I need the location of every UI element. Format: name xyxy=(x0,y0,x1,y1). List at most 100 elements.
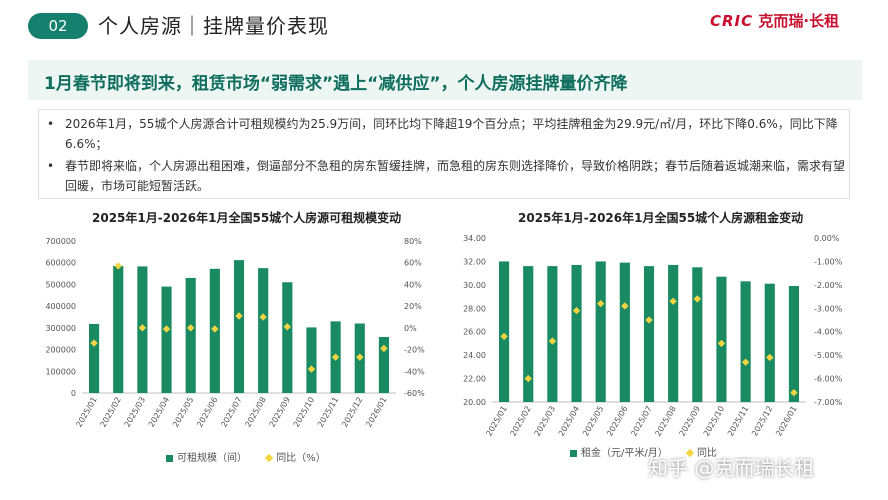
x-tick-label: 2025/04 xyxy=(557,405,581,438)
bar xyxy=(788,286,799,402)
x-tick-label: 2025/12 xyxy=(340,396,364,429)
page-title: 个人房源｜挂牌量价表现 xyxy=(98,14,329,38)
x-tick-label: 2025/09 xyxy=(268,396,292,429)
legend-point-swatch xyxy=(264,453,274,463)
yoy-point xyxy=(741,358,750,366)
x-tick-label: 2025/10 xyxy=(292,396,316,429)
bullet-item: • 春节即将来临，个人房源出租困难，倒逼部分不急租的房东暂缓挂牌，而急租的房东则… xyxy=(39,156,849,196)
bar xyxy=(185,277,196,393)
y-left-tick-label: 400000 xyxy=(45,302,76,311)
y-left-tick-label: 200000 xyxy=(45,346,76,355)
bullet-text: 2026年1月，55城个人房源合计可租规模约为25.9万间，同环比均下降超19个… xyxy=(65,117,838,151)
bar xyxy=(282,282,293,393)
y-left-tick-label: 22.00 xyxy=(463,375,486,384)
bullet-text: 春节即将来临，个人房源出租困难，倒逼部分不急租的房东暂缓挂牌，而急租的房东则选择… xyxy=(65,159,846,193)
bar xyxy=(764,283,775,402)
brand-logo: CRIC 克而瑞·长租 xyxy=(710,10,839,31)
y-left-tick-label: 24.00 xyxy=(463,351,486,360)
chart-1: 0 100000 200000 300000 400000 500000 600000 700… xyxy=(45,237,425,429)
bar xyxy=(547,266,558,402)
bar xyxy=(499,261,510,402)
x-tick-label: 2025/05 xyxy=(581,405,605,438)
y-left-tick-label: 500000 xyxy=(45,280,76,289)
legend-bar-label: 可租规模（间） xyxy=(177,453,247,464)
bar xyxy=(378,336,389,393)
x-tick-label: 2025/11 xyxy=(726,405,750,438)
x-tick-label: 2025/02 xyxy=(99,396,123,429)
y-left-tick-label: 32.00 xyxy=(463,257,486,266)
y-left-tick-label: 30.00 xyxy=(463,281,486,290)
y-right-tick-label: -3.00% xyxy=(814,304,843,313)
x-tick-label: 2026/01 xyxy=(364,396,388,429)
bar xyxy=(258,268,269,393)
yoy-point xyxy=(669,297,677,305)
y-right-tick-label: 0% xyxy=(404,324,417,333)
y-left-tick-label: 20.00 xyxy=(463,398,486,407)
bar xyxy=(692,267,703,402)
y-right-tick-label: -1.00% xyxy=(814,257,843,266)
y-left-tick-label: 300000 xyxy=(45,324,76,333)
y-right-tick-label: -7.00% xyxy=(814,398,843,407)
section-number-badge: 02 xyxy=(28,13,88,39)
bullet-item: • 2026年1月，55城个人房源合计可租规模约为25.9万间，同环比均下降超1… xyxy=(39,114,849,154)
y-right-tick-label: 20% xyxy=(404,302,422,311)
yoy-point xyxy=(331,353,340,361)
x-tick-label: 2025/10 xyxy=(702,405,726,438)
y-right-tick-label: -60% xyxy=(404,389,425,398)
y-right-tick-label: 80% xyxy=(404,237,422,246)
x-tick-label: 2025/01 xyxy=(484,405,508,438)
bar xyxy=(740,281,751,402)
x-tick-label: 2025/08 xyxy=(653,405,677,438)
x-tick-label: 2025/04 xyxy=(147,396,171,429)
x-tick-label: 2026/01 xyxy=(774,405,798,438)
bar xyxy=(233,260,245,393)
chart-2: 20.00 22.00 24.00 26.00 28.00 30.00 32.00 34.00… xyxy=(463,234,843,438)
y-left-tick-label: 600000 xyxy=(45,259,76,268)
yoy-point xyxy=(235,312,243,320)
bar xyxy=(523,266,534,402)
y-right-tick-label: -5.00% xyxy=(814,351,843,360)
x-tick-label: 2025/09 xyxy=(678,405,702,438)
chart-1-legend: 可租规模（间） 同比（%） xyxy=(166,449,326,464)
slide-subtitle: 1月春节即将到来，租赁市场“弱需求”遇上“减供应”，个人房源挂牌量价齐降 xyxy=(44,74,628,94)
y-right-tick-label: 40% xyxy=(404,280,422,289)
watermark: 知乎 @克而瑞长租 xyxy=(648,456,815,480)
chart-2-legend: 租金（元/平米/月） 同比 xyxy=(570,444,717,459)
x-tick-label: 2025/03 xyxy=(123,396,147,429)
legend-bar-label: 租金（元/平米/月） xyxy=(581,448,668,459)
x-tick-label: 2025/07 xyxy=(219,396,243,429)
summary-box: • 2026年1月，55城个人房源合计可租规模约为25.9万间，同环比均下降超1… xyxy=(38,109,850,199)
yoy-point xyxy=(138,324,147,332)
bar xyxy=(113,265,124,393)
bullet-dot: • xyxy=(47,117,55,131)
y-left-tick-label: 28.00 xyxy=(463,304,486,313)
bullet-dot: • xyxy=(47,159,55,173)
y-left-tick-label: 26.00 xyxy=(463,328,486,337)
legend-point-label: 同比 xyxy=(696,448,717,459)
y-left-tick-label: 700000 xyxy=(45,237,76,246)
x-tick-label: 2025/07 xyxy=(629,405,653,438)
y-left-tick-label: 34.00 xyxy=(463,234,486,243)
bar xyxy=(716,276,727,402)
y-right-tick-label: -4.00% xyxy=(814,328,843,337)
logo-en: CRIC xyxy=(710,12,754,30)
bar xyxy=(571,264,582,402)
chart-1-title: 2025年1月-2026年1月全国55城个人房源可租规模变动 xyxy=(92,211,402,225)
y-left-tick-label: 0 xyxy=(71,389,76,398)
x-tick-label: 2025/06 xyxy=(195,396,219,429)
x-tick-label: 2025/08 xyxy=(243,396,267,429)
bar xyxy=(643,266,655,402)
y-right-tick-label: -6.00% xyxy=(814,375,843,384)
y-left-tick-label: 100000 xyxy=(45,367,76,376)
subtitle-bar xyxy=(28,60,862,100)
yoy-point xyxy=(548,337,557,345)
y-right-tick-label: -40% xyxy=(404,367,425,376)
x-tick-label: 2025/11 xyxy=(316,396,340,429)
y-right-tick-label: -2.00% xyxy=(814,281,843,290)
y-right-tick-label: 0.00% xyxy=(814,234,840,243)
legend-bar-swatch xyxy=(570,449,577,457)
x-tick-label: 2025/06 xyxy=(605,405,629,438)
logo-cn: 克而瑞·长租 xyxy=(758,12,840,30)
y-right-tick-label: -20% xyxy=(404,346,425,355)
y-right-tick-label: 60% xyxy=(404,259,422,268)
